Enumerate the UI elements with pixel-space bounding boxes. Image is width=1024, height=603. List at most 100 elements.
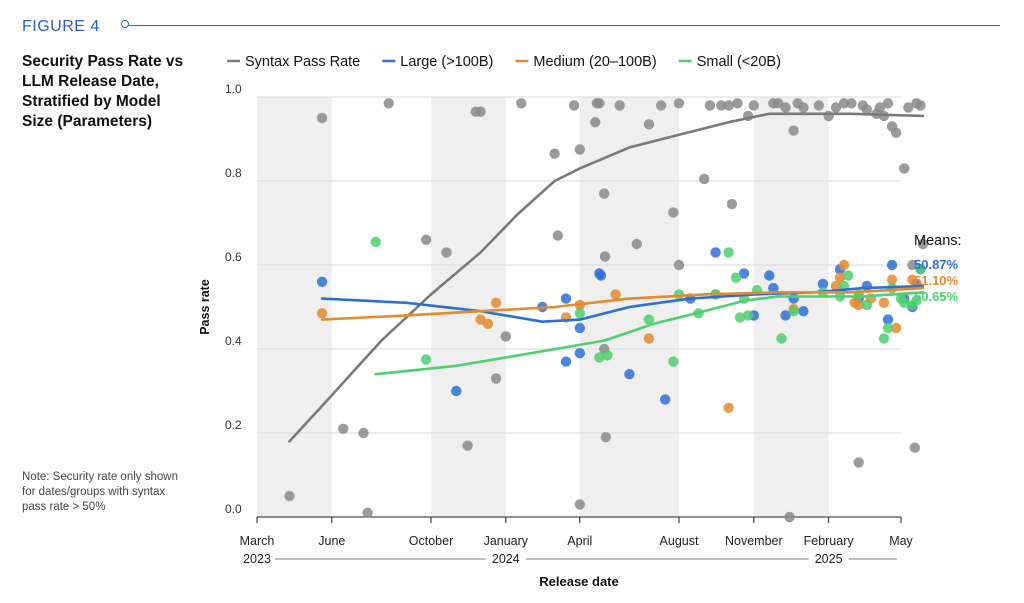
means-title: Means: <box>914 233 962 249</box>
data-point-small <box>574 308 586 319</box>
figure-rule <box>128 25 1000 26</box>
trend-line-syntax <box>288 112 925 443</box>
data-point-syntax <box>599 251 611 262</box>
data-point-syntax <box>552 230 564 241</box>
data-point-syntax <box>574 499 586 510</box>
data-point-small <box>370 236 381 248</box>
data-point-syntax <box>838 98 850 109</box>
figure-label: FIGURE 4 <box>22 18 100 35</box>
data-point-syntax <box>599 188 610 199</box>
data-point-syntax <box>699 173 710 185</box>
data-point-syntax <box>668 207 679 218</box>
data-point-large <box>560 293 572 304</box>
data-point-small <box>788 306 799 317</box>
x-tick-label: August <box>660 534 699 548</box>
data-point-syntax <box>704 100 716 111</box>
data-point-small <box>602 350 613 361</box>
y-tick-label: 1.0 <box>225 82 242 96</box>
data-point-syntax <box>441 247 452 258</box>
data-point-syntax <box>500 331 512 342</box>
data-point-large <box>738 268 750 279</box>
data-point-syntax <box>823 110 834 122</box>
data-point-syntax <box>383 98 394 109</box>
data-point-small <box>594 352 605 363</box>
data-point-medium <box>907 274 918 285</box>
x-tick-label: November <box>725 534 783 548</box>
data-point-syntax <box>917 238 929 250</box>
chart-title: Security Pass Rate vs LLM Release Date, … <box>22 53 184 130</box>
data-point-small <box>882 322 894 334</box>
data-point-syntax <box>890 127 902 138</box>
data-point-small <box>776 333 787 344</box>
data-point-small <box>742 310 754 321</box>
data-point-syntax <box>853 457 864 468</box>
data-point-syntax <box>549 148 560 159</box>
data-point-syntax <box>723 100 734 111</box>
data-point-syntax <box>673 259 685 271</box>
data-point-syntax <box>732 98 743 109</box>
data-point-syntax <box>568 100 580 111</box>
data-point-syntax <box>594 98 605 109</box>
trend-line-medium <box>320 286 925 321</box>
data-point-syntax <box>846 98 857 109</box>
data-point-syntax <box>614 100 625 111</box>
x-axis-label: Release date <box>539 574 619 589</box>
mean-small: 50.65% <box>914 289 959 304</box>
data-point-medium <box>723 402 734 413</box>
data-point-small <box>730 272 742 283</box>
data-point-medium <box>853 299 864 311</box>
figure-rule-dot <box>121 20 129 28</box>
data-point-syntax <box>631 238 642 250</box>
data-point-syntax <box>420 234 432 245</box>
y-tick-label: 0.6 <box>225 250 242 264</box>
y-axis-label: Pass rate <box>198 279 212 335</box>
data-point-syntax <box>475 106 486 117</box>
data-point-syntax <box>673 98 685 109</box>
data-point-syntax <box>726 198 738 210</box>
data-point-medium <box>886 274 898 285</box>
data-point-syntax <box>516 98 527 109</box>
data-point-syntax <box>358 427 369 439</box>
y-tick-label: 0.2 <box>225 418 242 432</box>
data-point-syntax <box>748 100 760 111</box>
legend-label-large: Large (>100B) <box>400 54 493 70</box>
data-point-syntax <box>316 112 328 124</box>
data-point-syntax <box>643 119 655 130</box>
data-point-syntax <box>813 100 825 111</box>
data-point-small <box>668 356 679 367</box>
data-point-syntax <box>907 259 918 271</box>
data-point-syntax <box>490 373 502 384</box>
data-point-large <box>560 356 572 367</box>
data-point-syntax <box>462 440 473 451</box>
chart-band <box>257 97 332 517</box>
data-point-medium <box>890 322 902 334</box>
data-point-syntax <box>716 100 727 111</box>
data-point-medium <box>643 333 655 344</box>
data-point-syntax <box>903 102 914 113</box>
data-point-syntax <box>362 507 373 518</box>
data-point-syntax <box>882 98 894 109</box>
data-point-large <box>798 306 809 317</box>
data-point-syntax <box>899 163 910 174</box>
x-tick-label: October <box>409 534 453 548</box>
data-point-syntax <box>798 102 809 113</box>
data-point-syntax <box>861 104 873 115</box>
x-tick-label: March <box>240 534 275 548</box>
data-point-large <box>768 282 779 294</box>
y-tick-label: 0.0 <box>225 502 242 516</box>
data-point-small <box>899 297 910 308</box>
trend-line-large <box>320 284 925 323</box>
data-point-large <box>886 259 898 271</box>
data-point-syntax <box>874 102 886 113</box>
year-label: 2025 <box>815 552 843 566</box>
data-point-large <box>817 278 829 290</box>
data-point-large <box>624 369 635 380</box>
data-point-small <box>911 295 922 306</box>
data-point-small <box>861 299 873 311</box>
x-tick-label: January <box>484 534 529 548</box>
legend-label-medium: Medium (20–100B) <box>533 54 656 70</box>
data-point-syntax <box>337 423 349 434</box>
data-point-syntax <box>830 102 842 113</box>
data-point-small <box>915 264 926 275</box>
data-point-small <box>842 270 854 281</box>
